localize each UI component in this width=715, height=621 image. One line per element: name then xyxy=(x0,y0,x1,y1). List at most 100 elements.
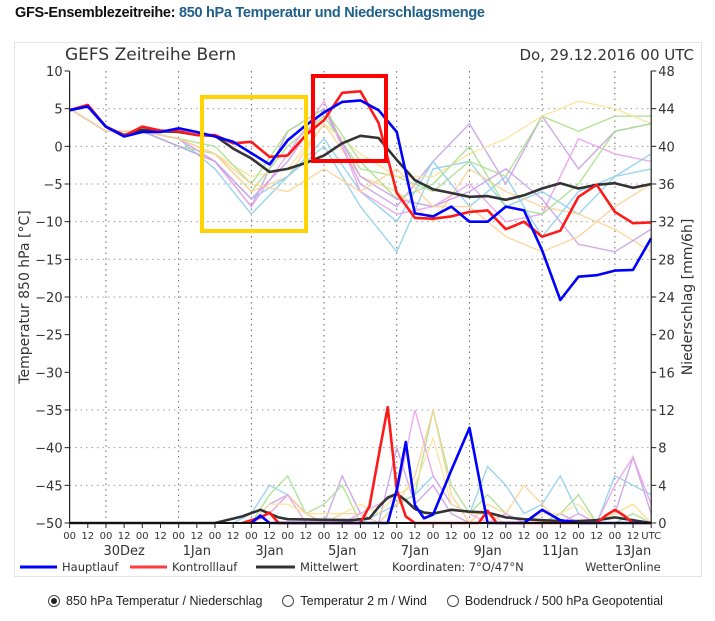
temperature-line-hauptlauf xyxy=(69,99,653,302)
temperature-member-line xyxy=(69,100,652,178)
x-tick-label: 12 xyxy=(336,531,349,542)
y-tick-label: −5 xyxy=(43,178,62,193)
temperature-line-kontrolllauf xyxy=(69,90,652,238)
y-tick-label: 5 xyxy=(54,103,62,118)
x-tick-label: 12 xyxy=(300,531,313,542)
y-tick-label: −45 xyxy=(35,479,62,494)
y2-tick-label: 48 xyxy=(658,65,675,80)
precip-member-line xyxy=(69,409,652,524)
chart-frame xyxy=(14,42,702,577)
option-label: 850 hPa Temperatur / Niederschlag xyxy=(66,594,263,608)
x-tick-label: 12 xyxy=(263,531,276,542)
x-tick-label: 00 xyxy=(63,531,76,542)
y-tick-label: 10 xyxy=(46,65,63,80)
x-tick-label: UTC xyxy=(641,531,661,542)
x-tick-label: 12 xyxy=(118,531,131,542)
option-bodendruck[interactable]: Bodendruck / 500 hPa Geopotential xyxy=(446,594,663,608)
radio-icon[interactable] xyxy=(282,595,295,607)
x-tick-label: 00 xyxy=(245,531,258,542)
chart-type-options: 850 hPa Temperatur / Niederschlag Temper… xyxy=(48,594,663,608)
x-tick-label: 00 xyxy=(136,531,149,542)
option-label: Bodendruck / 500 hPa Geopotential xyxy=(464,594,663,608)
legend-kontrolllauf: Kontrolllauf xyxy=(172,560,238,574)
y-tick-label: −20 xyxy=(35,291,62,306)
precip-member-line xyxy=(69,409,652,524)
coordinates-label: Koordinaten: 7°O/47°N xyxy=(392,560,524,574)
precip-member-line xyxy=(69,409,652,525)
y-tick-label: −50 xyxy=(35,517,62,532)
x-date-label: 1Jan xyxy=(183,544,211,559)
x-tick-label: 12 xyxy=(154,531,167,542)
x-tick-label: 12 xyxy=(372,531,385,542)
x-date-label: 5Jan xyxy=(328,544,356,559)
ensemble-members xyxy=(69,99,652,525)
x-tick-label: 12 xyxy=(190,531,203,542)
y2-tick-label: 12 xyxy=(658,404,675,419)
temperature-member-line xyxy=(69,108,652,193)
x-tick-label: 12 xyxy=(81,531,94,542)
y-tick-label: −25 xyxy=(35,329,62,344)
radio-selected-icon[interactable] xyxy=(48,595,60,607)
y2-tick-label: 4 xyxy=(658,479,666,494)
y2-tick-label: 16 xyxy=(658,366,675,381)
annotation-box-yellow xyxy=(200,95,308,233)
temperature-member-line xyxy=(69,108,652,253)
x-tick-label: 12 xyxy=(481,531,494,542)
x-tick-label: 00 xyxy=(608,531,621,542)
heading-value: 850 hPa Temperatur und Niederschlagsmeng… xyxy=(178,5,485,21)
chart-title: GEFS Zeitreihe Bern xyxy=(65,45,236,65)
y-tick-label: 0 xyxy=(54,140,62,155)
x-tick-label: 12 xyxy=(590,531,603,542)
x-tick-label: 12 xyxy=(554,531,567,542)
y2-tick-label: 24 xyxy=(658,291,675,306)
x-date-label: 13Jan xyxy=(615,544,652,559)
y2-tick-label: 28 xyxy=(658,253,675,268)
source-label: WetterOnline xyxy=(585,560,661,574)
x-tick-label: 00 xyxy=(209,531,222,542)
x-tick-label: 00 xyxy=(463,531,476,542)
option-temp-2m[interactable]: Temperatur 2 m / Wind xyxy=(282,594,427,608)
temperature-member-line xyxy=(69,108,652,238)
x-tick-label: 00 xyxy=(427,531,440,542)
y-tick-label: −30 xyxy=(35,366,62,381)
run-label: Do, 29.12.2016 00 UTC xyxy=(519,46,694,64)
y2-tick-label: 32 xyxy=(658,216,675,231)
y2-axis-label: Niederschlag [mm/6h] xyxy=(680,219,696,376)
temperature-member-line xyxy=(69,107,652,253)
annotation-box-red xyxy=(311,74,388,163)
main-series xyxy=(69,90,653,525)
x-tick-label: 00 xyxy=(281,531,294,542)
x-tick-label: 00 xyxy=(172,531,185,542)
y2-tick-label: 20 xyxy=(658,329,675,344)
x-tick-label: 00 xyxy=(354,531,367,542)
axes: 1050−5−10−15−20−25−30−35−40−45−504844403… xyxy=(35,65,675,559)
y2-tick-label: 0 xyxy=(658,517,666,532)
legend-mittelwert: Mittelwert xyxy=(300,560,359,574)
option-850hpa[interactable]: 850 hPa Temperatur / Niederschlag xyxy=(48,594,262,608)
x-tick-label: 12 xyxy=(445,531,458,542)
y-tick-label: −35 xyxy=(35,404,62,419)
y-axis-label: Temperatur 850 hPa [°C] xyxy=(17,210,33,384)
gefs-chart: 1050−5−10−15−20−25−30−35−40−45−504844403… xyxy=(17,45,696,574)
option-label: Temperatur 2 m / Wind xyxy=(300,594,427,608)
page-heading: GFS-Ensemblezeitreihe: 850 hPa Temperatu… xyxy=(15,5,485,21)
x-tick-label: 00 xyxy=(499,531,512,542)
x-date-label: 7Jan xyxy=(401,544,429,559)
y2-tick-label: 8 xyxy=(658,442,666,457)
y2-tick-label: 44 xyxy=(658,103,675,118)
precip-line-mittelwert xyxy=(69,492,652,525)
x-tick-label: 12 xyxy=(627,531,640,542)
x-tick-label: 12 xyxy=(409,531,422,542)
x-date-label: 9Jan xyxy=(473,544,501,559)
x-tick-label: 00 xyxy=(390,531,403,542)
x-tick-label: 00 xyxy=(536,531,549,542)
x-tick-label: 00 xyxy=(100,531,113,542)
precip-member-line xyxy=(69,465,652,524)
legend: Hauptlauf Kontrolllauf Mittelwert Koordi… xyxy=(20,560,661,574)
y-tick-label: −15 xyxy=(35,253,62,268)
y-tick-label: −10 xyxy=(35,216,62,231)
y-tick-label: −40 xyxy=(35,442,62,457)
x-tick-label: 00 xyxy=(318,531,331,542)
x-date-label: 11Jan xyxy=(542,544,579,559)
radio-icon[interactable] xyxy=(446,595,459,607)
